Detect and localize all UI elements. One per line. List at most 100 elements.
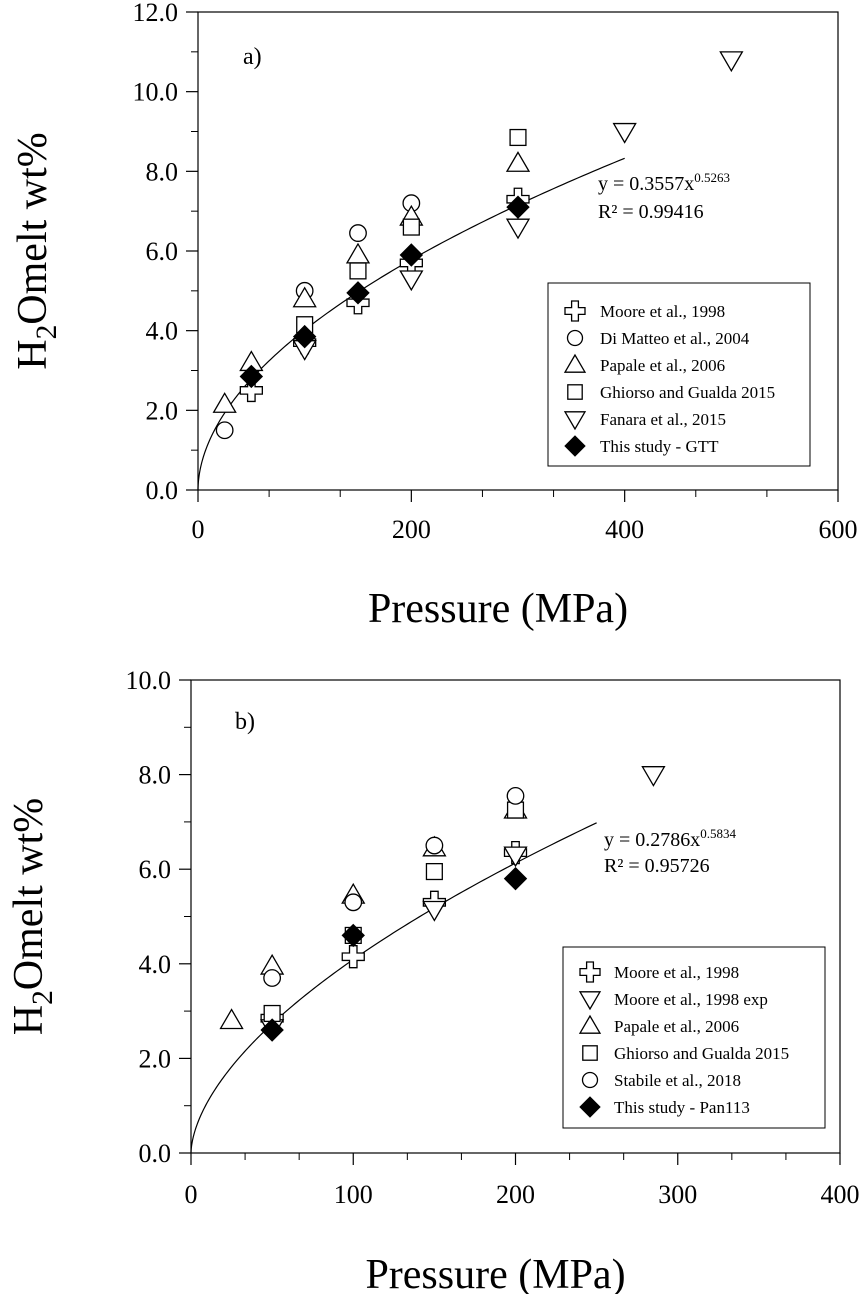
y-axis-title-sub: 2	[31, 325, 63, 340]
legend-entry: Fanara et al., 2015	[600, 410, 726, 429]
data-point	[292, 324, 317, 349]
y-tick-label: 2.0	[139, 1044, 172, 1073]
fit-equation-exponent: 0.5263	[694, 170, 730, 185]
data-point	[422, 900, 447, 922]
y-tick-label: 6.0	[146, 237, 179, 266]
panel-label: a)	[243, 44, 262, 70]
y-tick-label: 6.0	[139, 855, 172, 884]
legend-marker	[578, 991, 602, 1011]
y-tick-label: 10.0	[126, 666, 172, 695]
data-point	[344, 893, 363, 912]
series-square	[296, 128, 527, 334]
data-point	[212, 392, 237, 413]
legend-marker	[564, 300, 586, 322]
x-tick-label: 0	[185, 1180, 198, 1209]
legend-entry: Ghiorso and Gualda 2015	[600, 383, 775, 402]
legend-marker	[581, 1071, 599, 1089]
legend-entry: Ghiorso and Gualda 2015	[614, 1044, 789, 1063]
data-point	[505, 151, 531, 172]
data-point	[612, 122, 637, 144]
data-point	[349, 224, 367, 242]
data-point	[509, 128, 527, 147]
legend: Moore et al., 1998 Moore et al., 1998 exp…	[562, 946, 826, 1129]
y-axis-title-sub: 2	[27, 990, 59, 1005]
data-point	[503, 846, 528, 868]
data-point	[399, 270, 424, 292]
legend-marker	[582, 1045, 598, 1061]
legend-entry: Papale et al., 2006	[600, 356, 725, 375]
y-tick-label: 8.0	[146, 157, 179, 186]
series-diamond	[260, 866, 528, 1042]
x-tick-label: 400	[605, 515, 644, 544]
fit-r-squared: R² = 0.99416	[598, 201, 704, 223]
y-tick-label: 12.0	[133, 0, 179, 27]
data-point	[260, 1018, 284, 1042]
legend-marker	[563, 411, 587, 431]
legend-entry: Papale et al., 2006	[614, 1017, 739, 1036]
series-diamond	[239, 195, 530, 389]
data-point	[239, 378, 263, 403]
data-point	[341, 945, 365, 969]
y-axis-title-pre: H	[6, 1005, 52, 1035]
y-axis-title-post: Omelt wt%	[6, 798, 52, 990]
y-tick-label: 4.0	[146, 317, 179, 346]
series-square	[263, 801, 525, 1023]
series-triangle-up	[219, 797, 528, 1030]
data-point	[506, 195, 530, 219]
legend-box	[562, 946, 826, 1129]
legend-entry: Di Matteo et al., 2004	[600, 329, 750, 348]
data-point	[345, 242, 371, 264]
chart-panel-2: 0.0 2.0 4.0 6.0 8.0 10.0 0 100 200 300 400 Pressure…	[6, 666, 860, 1294]
legend-marker	[578, 1014, 602, 1034]
data-point	[641, 766, 666, 787]
x-tick-label: 300	[658, 1180, 697, 1209]
fit-equation-base: y = 0.2786x	[604, 829, 700, 851]
fit-equation: y = 0.3557x0.5263	[598, 170, 730, 195]
legend-marker	[564, 435, 586, 457]
legend-marker	[579, 961, 601, 983]
data-point	[425, 836, 444, 855]
series-cross	[260, 840, 528, 1030]
x-axis-title: Pressure (MPa)	[365, 1252, 625, 1294]
legend-entry: Moore et al., 1998	[600, 302, 725, 321]
fit-equation-exponent: 0.5834	[700, 826, 736, 841]
y-tick-label: 0.0	[139, 1139, 172, 1168]
series-triangle-up	[212, 151, 531, 413]
x-tick-label: 200	[392, 515, 431, 544]
data-point	[425, 862, 443, 881]
data-point	[219, 1008, 244, 1030]
fit-r-squared: R² = 0.95726	[604, 855, 710, 877]
y-tick-label: 0.0	[146, 476, 179, 505]
y-axis-title: H2Omelt wt%	[6, 798, 59, 1036]
series-circle	[263, 786, 525, 987]
x-tick-label: 200	[496, 1180, 535, 1209]
y-axis-title-post: Omelt wt%	[10, 132, 56, 324]
x-tick-label: 0	[192, 515, 205, 544]
data-point	[505, 218, 531, 240]
legend-entry: Stabile et al., 2018	[614, 1071, 741, 1090]
y-axis-title-pre: H	[10, 339, 56, 369]
x-tick-label: 400	[821, 1180, 860, 1209]
fit-curve	[190, 822, 597, 1154]
legend-entry: This study - Pan113	[614, 1098, 750, 1117]
legend: Moore et al., 1998 Di Matteo et al., 2004…	[547, 282, 811, 467]
chart-panel-1: 0.0 2.0 4.0 6.0 8.0 10.0 12.0 0 200 400 600 Pressur…	[10, 0, 858, 632]
series-circle	[215, 194, 421, 440]
y-tick-label: 2.0	[146, 396, 179, 425]
y-tick-label: 4.0	[139, 950, 172, 979]
legend-entry: Moore et al., 1998 exp	[614, 990, 768, 1009]
data-point	[349, 262, 367, 280]
panel-label: b)	[235, 709, 255, 735]
legend-box	[547, 282, 811, 467]
data-point	[506, 786, 525, 805]
data-point	[215, 421, 234, 440]
data-point	[399, 243, 424, 267]
y-tick-label: 8.0	[139, 761, 172, 790]
x-tick-label: 100	[334, 1180, 373, 1209]
y-axis-title: H2Omelt wt%	[10, 132, 63, 370]
legend-marker	[567, 384, 583, 400]
data-point	[263, 969, 282, 987]
data-point	[239, 364, 264, 389]
x-axis-title: Pressure (MPa)	[368, 586, 628, 632]
